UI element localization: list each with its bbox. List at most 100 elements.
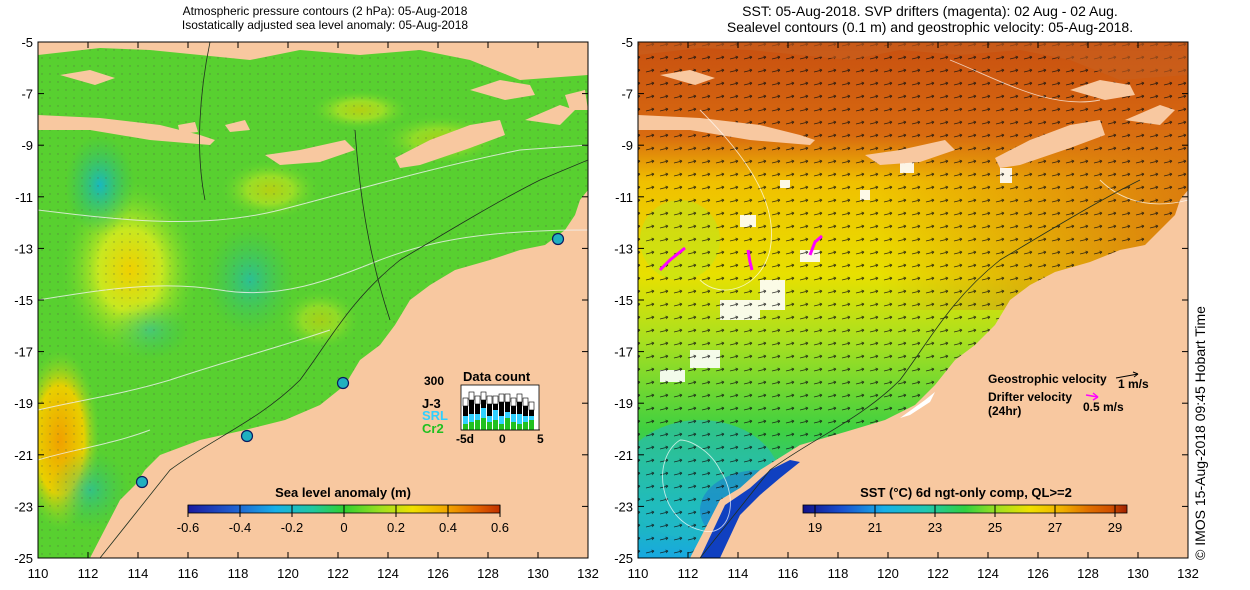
count-xtick: -5d bbox=[456, 432, 474, 446]
data-count-scale: 300 bbox=[424, 374, 444, 388]
count-bar-segment bbox=[511, 422, 516, 430]
x-tick-label: 120 bbox=[277, 566, 299, 581]
x-tick-label: 114 bbox=[728, 566, 749, 581]
left-map-title: Atmospheric pressure contours (2 hPa): 0… bbox=[60, 4, 590, 32]
colorbar-tick-label: 25 bbox=[988, 520, 1002, 535]
count-bar-segment bbox=[475, 420, 480, 430]
x-tick-label: 112 bbox=[678, 566, 699, 581]
count-bar-segment bbox=[523, 406, 528, 416]
count-bar-segment bbox=[469, 400, 474, 414]
right-title-line1: SST: 05-Aug-2018. SVP drifters (magenta)… bbox=[742, 3, 1118, 19]
y-tick-label: -23 bbox=[14, 499, 33, 514]
count-bar-segment bbox=[487, 404, 492, 416]
x-tick-label: 126 bbox=[427, 566, 449, 581]
count-bar-segment bbox=[505, 418, 510, 430]
colorbar-tick-label: 19 bbox=[808, 520, 822, 535]
count-bar-segment bbox=[475, 414, 480, 420]
y-tick-label: -19 bbox=[614, 396, 633, 411]
x-tick-label: 116 bbox=[778, 566, 799, 581]
count-bar-segment bbox=[493, 410, 498, 420]
sea-level-anomaly-map bbox=[38, 42, 588, 558]
drifter-arrow-icon bbox=[1085, 394, 1099, 398]
legend-j3: J-3 bbox=[422, 396, 441, 411]
count-bar-cap bbox=[486, 395, 493, 405]
count-bar-segment bbox=[487, 422, 492, 430]
y-tick-label: -13 bbox=[614, 241, 633, 256]
geostrophic-value: 1 m/s bbox=[1118, 377, 1149, 391]
x-tick-label: 112 bbox=[78, 566, 99, 581]
marker-icon bbox=[240, 429, 254, 443]
x-tick-label: 132 bbox=[577, 566, 599, 581]
marker-icon bbox=[135, 475, 149, 489]
count-bar-segment bbox=[523, 416, 528, 422]
colorbar-tick-label: 23 bbox=[928, 520, 942, 535]
y-tick-label: -5 bbox=[21, 35, 33, 50]
count-bar-cap bbox=[462, 397, 469, 407]
colorbar-tick-label: 29 bbox=[1108, 520, 1122, 535]
count-bar-cap bbox=[468, 391, 475, 401]
credit-text: © IMOS 15-Aug-2018 09:45 Hobart Time bbox=[1192, 306, 1208, 560]
x-tick-label: 114 bbox=[128, 566, 149, 581]
count-bar-segment bbox=[511, 414, 516, 422]
count-bar-cap bbox=[498, 393, 505, 403]
count-bar-segment bbox=[463, 416, 468, 424]
count-bar-segment bbox=[511, 406, 516, 414]
count-bar-segment bbox=[499, 416, 504, 424]
y-tick-label: -23 bbox=[614, 499, 633, 514]
count-bar-cap bbox=[474, 395, 481, 405]
colorbar-tick-label: 0.6 bbox=[491, 520, 509, 535]
x-tick-label: 124 bbox=[377, 566, 399, 581]
y-tick-label: -25 bbox=[14, 551, 33, 566]
count-bar-segment bbox=[463, 406, 468, 416]
count-bar-segment bbox=[517, 414, 522, 424]
y-tick-label: -15 bbox=[614, 293, 633, 308]
count-bar-segment bbox=[499, 402, 504, 416]
data-count-bars bbox=[462, 391, 535, 430]
colorbar-tick-label: 0.4 bbox=[439, 520, 457, 535]
x-tick-label: 124 bbox=[977, 566, 999, 581]
count-bar-segment bbox=[475, 404, 480, 414]
x-tick-label: 132 bbox=[1177, 566, 1199, 581]
sst-colorbar: SST (°C) 6d ngt-only comp, QL>=2 19 21 23 2… bbox=[802, 485, 1128, 535]
x-tick-label: 116 bbox=[178, 566, 199, 581]
count-bar-segment bbox=[505, 412, 510, 418]
count-bar-segment bbox=[505, 402, 510, 412]
colorbar-tick-label: -0.6 bbox=[177, 520, 199, 535]
right-title-line2: Sealevel contours (0.1 m) and geostrophi… bbox=[726, 19, 1134, 35]
x-tick-label: 110 bbox=[28, 566, 49, 581]
y-tick-label: -19 bbox=[14, 396, 33, 411]
count-bar-cap bbox=[504, 393, 511, 403]
count-bar-cap bbox=[522, 397, 529, 407]
marker-icon bbox=[551, 232, 565, 246]
y-tick-label: -11 bbox=[15, 190, 33, 205]
count-bar-segment bbox=[523, 422, 528, 430]
x-tick-label: 128 bbox=[477, 566, 499, 581]
count-bar-segment bbox=[499, 424, 504, 430]
sla-colorbar-label: Sea level anomaly (m) bbox=[275, 485, 411, 500]
left-map-axes: 110 112 114 116 118 120 122 124 126 128 130 132 -5 -7… bbox=[14, 35, 599, 581]
count-bar-segment bbox=[469, 414, 474, 422]
y-tick-label: -17 bbox=[614, 345, 633, 360]
x-tick-label: 126 bbox=[1027, 566, 1049, 581]
sst-colorbar-label: SST (°C) 6d ngt-only comp, QL>=2 bbox=[860, 485, 1072, 500]
right-map-title: SST: 05-Aug-2018. SVP drifters (magenta)… bbox=[630, 3, 1230, 35]
sst-map bbox=[638, 42, 1188, 558]
y-tick-label: -25 bbox=[614, 551, 633, 566]
count-bar-segment bbox=[529, 410, 534, 416]
left-title-line1: Atmospheric pressure contours (2 hPa): 0… bbox=[182, 4, 468, 18]
x-tick-label: 122 bbox=[927, 566, 949, 581]
count-bar-segment bbox=[529, 420, 534, 430]
x-tick-label: 122 bbox=[327, 566, 349, 581]
velocity-legend: Geostrophic velocity 1 m/s Drifter veloc… bbox=[988, 371, 1149, 418]
count-bar-segment bbox=[469, 422, 474, 430]
y-tick-label: -7 bbox=[21, 87, 33, 102]
y-tick-label: -7 bbox=[621, 87, 633, 102]
x-tick-label: 130 bbox=[1127, 566, 1149, 581]
count-bar-segment bbox=[529, 416, 534, 420]
count-bar-segment bbox=[517, 424, 522, 430]
count-bar-segment bbox=[463, 424, 468, 430]
x-tick-label: 120 bbox=[877, 566, 899, 581]
count-bar-segment bbox=[481, 408, 486, 418]
count-bar-segment bbox=[481, 400, 486, 408]
